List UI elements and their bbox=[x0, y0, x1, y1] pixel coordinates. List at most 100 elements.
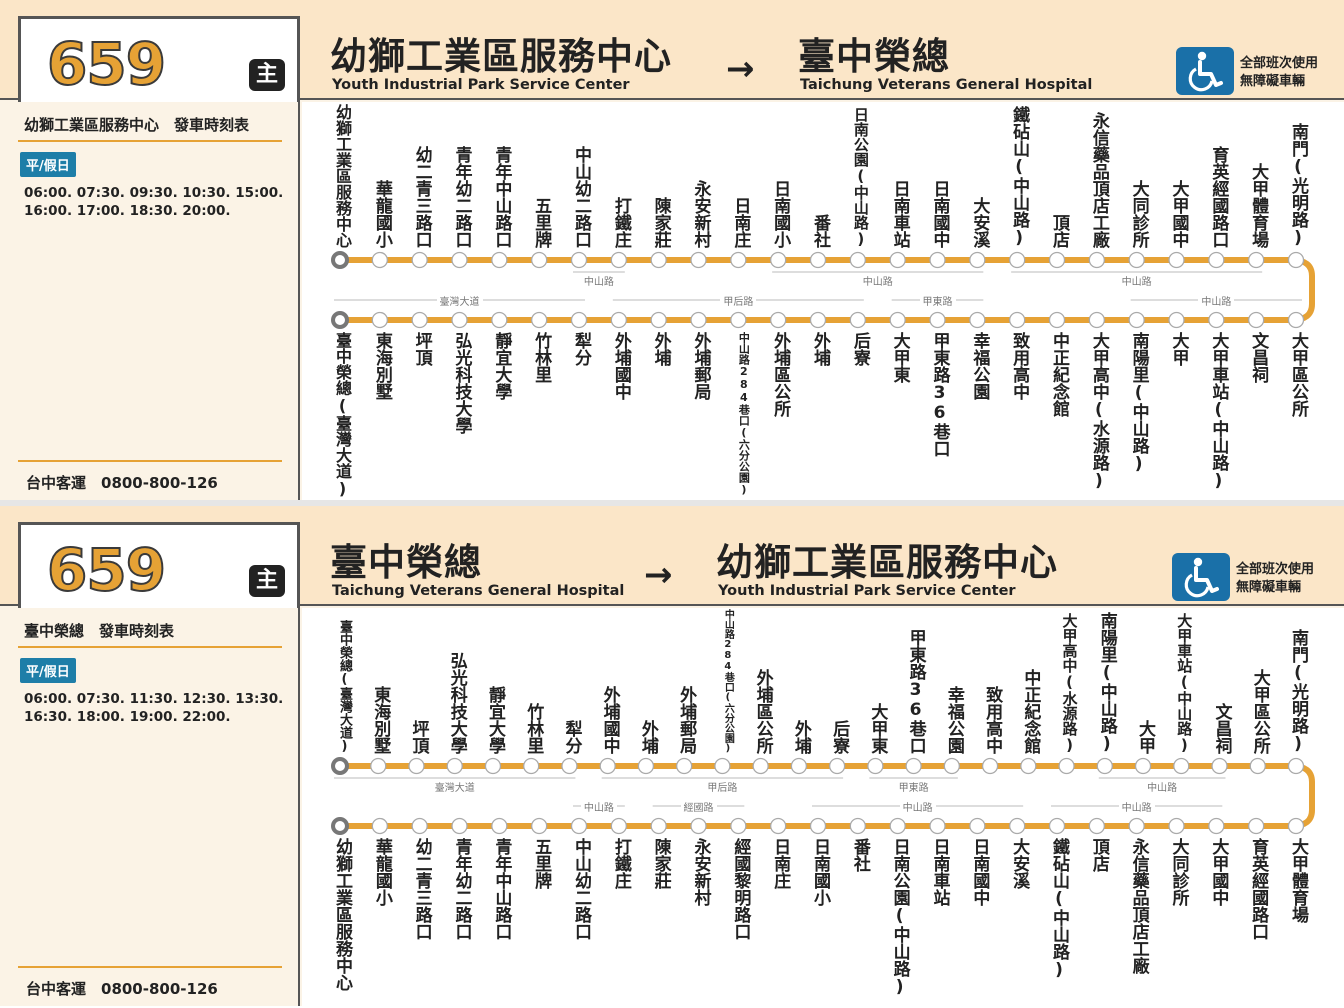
stop-marker bbox=[610, 311, 627, 329]
stop-name: 竹林里 bbox=[523, 703, 544, 754]
stop-name: 大甲區公所 bbox=[1288, 332, 1308, 417]
stop-marker bbox=[1088, 817, 1105, 835]
stop-name: 南陽里(中山路) bbox=[1128, 332, 1149, 474]
stop-name: 五里牌 bbox=[531, 197, 552, 248]
stop-name: 中山幼二路口 bbox=[571, 146, 591, 248]
times-line: 16:00. 17:00. 18:30. 20:00. bbox=[24, 203, 231, 219]
stop-marker bbox=[730, 251, 747, 269]
road-name-label: 中山路 bbox=[580, 799, 617, 814]
terminal-stop-marker bbox=[331, 757, 349, 775]
stop-marker bbox=[690, 311, 707, 329]
stop-name: 日南庄 bbox=[770, 838, 791, 889]
route-number: 659 bbox=[46, 535, 167, 605]
stop-marker bbox=[1096, 757, 1113, 775]
stop-marker bbox=[531, 817, 548, 835]
stop-name: 打鐵庄 bbox=[610, 838, 631, 889]
route-number-box: 659 主 bbox=[18, 522, 300, 608]
stop-name: 甲東路36巷口 bbox=[929, 332, 950, 457]
accessibility-note: 全部班次使用 無障礙車輛 bbox=[1236, 561, 1314, 597]
stop-marker bbox=[1128, 311, 1145, 329]
stop-name: 甲東路36巷口 bbox=[905, 629, 926, 754]
stop-marker bbox=[730, 817, 747, 835]
wheelchair-icon bbox=[1172, 553, 1230, 601]
stop-marker bbox=[1173, 757, 1190, 775]
stop-marker bbox=[1248, 311, 1265, 329]
terminal-stop-name: 臺中榮總(臺灣大道) bbox=[337, 620, 352, 754]
stop-name: 陳家莊 bbox=[650, 838, 671, 889]
stop-marker bbox=[943, 757, 960, 775]
stop-name: 中山路284巷口(六分公園) bbox=[737, 332, 751, 496]
stop-marker bbox=[451, 817, 468, 835]
stop-marker bbox=[770, 817, 787, 835]
road-name-label: 中山路 bbox=[1198, 293, 1235, 308]
stop-marker bbox=[849, 817, 866, 835]
stop-marker bbox=[637, 757, 655, 775]
stop-marker bbox=[570, 311, 588, 329]
stop-name: 后寮 bbox=[829, 720, 850, 754]
accessibility-line2: 無障礙車輛 bbox=[1236, 580, 1302, 595]
stop-name: 日南庄 bbox=[730, 197, 751, 248]
origin-name-en: Youth Industrial Park Service Center bbox=[332, 77, 630, 93]
stop-marker bbox=[1168, 251, 1185, 269]
stop-marker bbox=[1128, 251, 1145, 269]
road-name-label: 經國路 bbox=[680, 799, 717, 814]
stop-marker bbox=[371, 817, 388, 835]
direction-arrow: → bbox=[726, 49, 755, 89]
times-line: 06:00. 07:30. 11:30. 12:30. 13:30. bbox=[24, 691, 284, 707]
stop-marker bbox=[451, 251, 468, 269]
main-route-badge: 主 bbox=[249, 565, 285, 597]
stop-marker bbox=[929, 311, 946, 329]
stop-name: 外埔郵局 bbox=[690, 332, 711, 400]
stop-name: 育英經國路口 bbox=[1208, 146, 1229, 248]
stop-name: 五里牌 bbox=[531, 838, 552, 889]
stop-name: 致用高中 bbox=[982, 686, 1003, 754]
road-name-label: 中山路 bbox=[580, 273, 617, 288]
stop-name: 弘光科技大學 bbox=[446, 652, 467, 754]
stop-name: 東海別墅 bbox=[371, 332, 392, 400]
main-route-badge: 主 bbox=[249, 59, 285, 91]
stop-marker bbox=[981, 757, 999, 775]
stop-name: 日南國小 bbox=[770, 180, 791, 248]
stop-marker bbox=[1009, 311, 1026, 329]
route-map: 中山路 中山路 中山路 臺灣大道 甲后路 甲東路 中山路 幼獅工業區服務中心 華龍國小 幼二青三路… bbox=[302, 102, 1344, 500]
stop-name: 中正紀念館 bbox=[1020, 669, 1041, 754]
stop-marker bbox=[570, 251, 588, 269]
stop-marker bbox=[849, 251, 866, 269]
destination-name: 臺中榮總 bbox=[798, 35, 950, 78]
route-line bbox=[331, 251, 1315, 329]
company-contact: 台中客運 0800-800-126 bbox=[26, 474, 218, 492]
stop-name: 華龍國小 bbox=[371, 180, 392, 248]
stop-marker bbox=[889, 311, 906, 329]
timetable-section: 臺中榮總 發車時刻表 平/假日 06:00. 07:30. 11:30. 12:… bbox=[0, 608, 300, 1006]
stop-marker bbox=[1208, 311, 1225, 329]
stop-name: 永安新村 bbox=[690, 838, 711, 906]
stop-name: 外埔國中 bbox=[599, 686, 620, 754]
stop-marker bbox=[1048, 311, 1066, 329]
route-line bbox=[331, 757, 1315, 835]
stop-name: 外埔 bbox=[650, 332, 671, 366]
stop-name: 犁分 bbox=[561, 720, 582, 754]
divider bbox=[18, 646, 282, 648]
panel-divider bbox=[0, 500, 1344, 506]
stop-marker bbox=[1287, 757, 1305, 775]
stop-name: 鐵砧山(中山路) bbox=[1009, 106, 1030, 248]
times-line: 16:30. 18:00. 19:00. 22:00. bbox=[24, 709, 231, 725]
stop-marker bbox=[730, 311, 747, 329]
accessibility-line1: 全部班次使用 bbox=[1240, 56, 1319, 71]
stop-name: 日南車站 bbox=[889, 180, 910, 248]
stop-name: 大甲國中 bbox=[1168, 180, 1189, 248]
direction-arrow: → bbox=[644, 555, 673, 595]
road-name-label: 甲東路 bbox=[919, 293, 956, 308]
stop-marker bbox=[714, 757, 731, 775]
stop-marker bbox=[676, 757, 693, 775]
stop-name: 華龍國小 bbox=[371, 838, 392, 906]
stop-marker bbox=[1287, 311, 1305, 329]
stop-marker bbox=[1248, 817, 1265, 835]
stop-name: 外埔國中 bbox=[610, 332, 631, 400]
stop-marker bbox=[1168, 311, 1185, 329]
terminal-stop-name: 幼獅工業區服務中心 bbox=[332, 838, 352, 991]
stop-marker bbox=[809, 251, 827, 269]
stop-name: 外埔區公所 bbox=[752, 669, 773, 754]
stop-name: 番社 bbox=[810, 214, 830, 248]
stop-marker bbox=[969, 817, 986, 835]
